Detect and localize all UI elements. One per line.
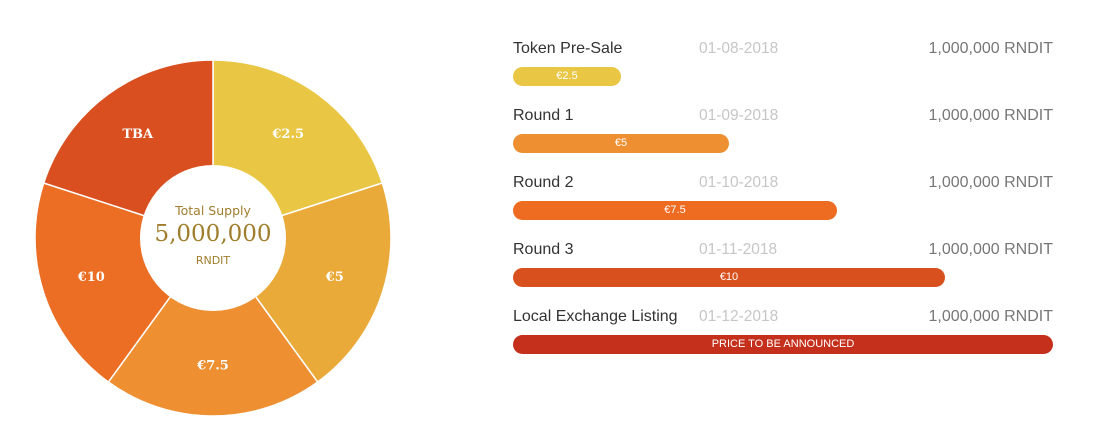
round-date: 01-10-2018 xyxy=(699,174,779,191)
slice-label: €7.5 xyxy=(196,359,229,374)
donut-hole xyxy=(140,165,286,311)
round-name: Round 1 xyxy=(513,107,574,124)
round-amount: 1,000,000 RNDIT xyxy=(928,107,1053,124)
round-date: 01-09-2018 xyxy=(699,107,779,124)
round-price-bar: €10 xyxy=(513,268,945,287)
round-amount: 1,000,000 RNDIT xyxy=(928,241,1053,258)
round-date: 01-08-2018 xyxy=(699,40,779,57)
round-name: Round 2 xyxy=(513,174,574,191)
center-value: 5,000,000 xyxy=(154,221,271,247)
round-row: Round 2 01-10-2018 1,000,000 RNDIT €7.5 xyxy=(513,170,1053,237)
round-amount: 1,000,000 RNDIT xyxy=(928,174,1053,191)
center-unit: RNDIT xyxy=(196,254,231,267)
round-price-bar: PRICE TO BE ANNOUNCED xyxy=(513,335,1053,354)
round-row: Round 3 01-11-2018 1,000,000 RNDIT €10 xyxy=(513,237,1053,304)
round-price-bar: €2.5 xyxy=(513,67,621,86)
round-price-bar: €5 xyxy=(513,134,729,153)
round-name: Round 3 xyxy=(513,241,574,258)
round-name: Local Exchange Listing xyxy=(513,308,678,325)
round-name: Token Pre-Sale xyxy=(513,40,623,57)
round-amount: 1,000,000 RNDIT xyxy=(928,40,1053,57)
center-title: Total Supply xyxy=(174,203,251,218)
round-row: Round 1 01-09-2018 1,000,000 RNDIT €5 xyxy=(513,103,1053,170)
round-amount: 1,000,000 RNDIT xyxy=(928,308,1053,325)
slice-label: €10 xyxy=(77,270,105,285)
donut-slice xyxy=(107,236,319,417)
round-row: Token Pre-Sale 01-08-2018 1,000,000 RNDIT €… xyxy=(513,36,1053,103)
round-price-bar: €7.5 xyxy=(513,201,837,220)
round-row: Local Exchange Listing 01-12-2018 1,000,00… xyxy=(513,304,1053,371)
slice-label: €2.5 xyxy=(271,127,304,142)
slice-label: TBA xyxy=(122,127,154,142)
round-date: 01-11-2018 xyxy=(699,241,778,258)
slice-label: €5 xyxy=(325,270,344,285)
sale-rounds-list: Token Pre-Sale 01-08-2018 1,000,000 RNDIT €… xyxy=(513,36,1053,371)
round-date: 01-12-2018 xyxy=(699,308,779,325)
